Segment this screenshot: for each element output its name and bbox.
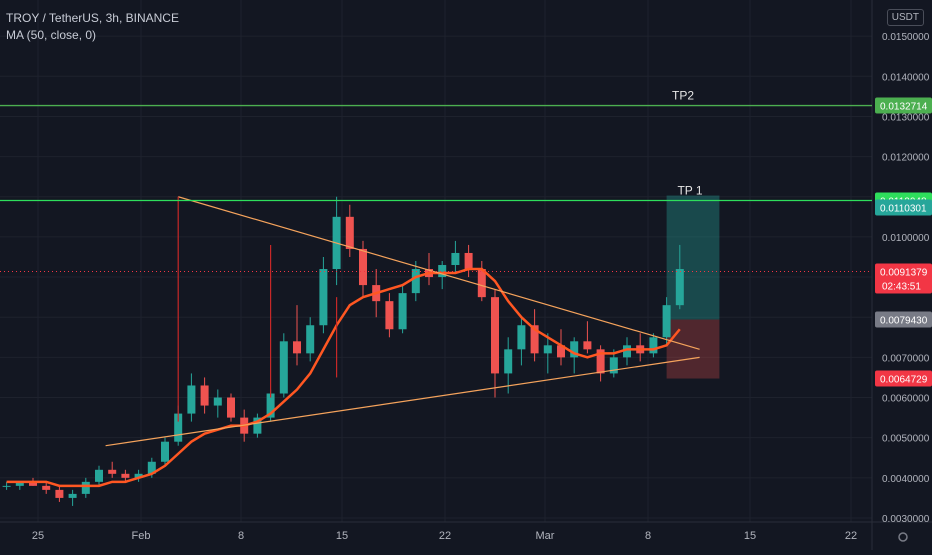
indicator-label: MA (50, close, 0) [6,28,97,42]
price-badge[interactable] [875,199,932,216]
time-tick-label: 8 [645,530,651,542]
long-position-target-zone[interactable] [666,195,720,320]
price-tick-label: 0.0120000 [882,153,930,164]
long-position-stop-zone[interactable] [666,319,720,379]
candle-body[interactable] [359,248,367,286]
candle-body[interactable] [306,325,315,354]
candle-body[interactable] [2,485,11,487]
candle-body[interactable] [477,269,486,298]
price-tick-label: 0.0040000 [882,474,930,485]
price-badge[interactable] [875,97,932,114]
candle-body[interactable] [649,337,658,354]
price-tick-label: 0.0070000 [882,353,930,364]
candle-body[interactable] [95,469,103,482]
price-badge-text: 0.0132714 [880,102,928,113]
candle-body[interactable] [438,265,447,278]
price-tick-label: 0.0140000 [882,72,930,83]
candle-body[interactable] [398,293,407,330]
candle-body[interactable] [213,397,222,406]
price-badge[interactable] [875,311,932,328]
time-tick-label: 8 [238,530,244,542]
candle-body[interactable] [68,493,77,498]
candle-body[interactable] [504,349,513,374]
candle-body[interactable] [464,252,473,270]
symbol-label: TROY / TetherUS, 3h, BINANCE [6,11,179,25]
candle-body[interactable] [570,341,579,358]
time-tick-label: 22 [845,530,857,542]
lower-trendline[interactable] [105,356,700,447]
candle-body[interactable] [279,341,288,394]
candle-body[interactable] [557,345,565,358]
candle-body[interactable] [15,481,24,486]
candle-body[interactable] [134,473,143,478]
candle-body[interactable] [543,345,552,354]
candle-body[interactable] [583,341,592,350]
currency-badge[interactable]: USDT [886,9,924,26]
price-tick-label: 0.0030000 [882,514,930,525]
settings-gear-icon[interactable] [898,532,908,542]
price-tick-label: 0.0100000 [882,233,930,244]
candle-body[interactable] [174,413,183,442]
time-tick-label: Feb [132,530,151,542]
chart-legend: TROY / TetherUS, 3h, BINANCE MA (50, clo… [6,10,179,44]
candle-body[interactable] [319,269,328,326]
candle-body[interactable] [266,393,275,418]
price-badge-text: 0.0091379 [880,268,928,279]
candle-body[interactable] [293,341,301,354]
price-badge-text: 0.0064729 [880,375,928,386]
candle-body[interactable] [200,385,209,406]
price-badge-text: 0.0110301 [880,204,927,215]
price-tick-label: 0.0130000 [882,112,930,123]
time-tick-label: 25 [32,530,44,542]
time-tick-label: 15 [744,530,756,542]
tp2-label: TP2 [672,89,694,103]
time-tick-label: Mar [536,530,555,542]
candle-body[interactable] [345,216,354,249]
candle-body[interactable] [253,417,262,434]
candle-body[interactable] [596,349,605,374]
upper-trendline[interactable] [178,196,700,350]
price-badge-text: 0.0079430 [880,316,928,327]
candle-body[interactable] [385,301,394,330]
candle-body[interactable] [530,325,539,354]
ma-line[interactable] [6,267,681,488]
price-badge[interactable] [875,263,932,294]
candle-body[interactable] [517,325,526,350]
candle-body[interactable] [675,269,684,306]
candle-body[interactable] [55,489,64,498]
price-tick-label: 0.0050000 [882,434,930,445]
candle-body[interactable] [29,481,37,486]
time-tick-label: 15 [336,530,348,542]
candle-body[interactable] [161,441,169,462]
tp1-label: TP 1 [677,184,702,198]
price-badge[interactable] [875,370,932,387]
candle-body[interactable] [411,269,420,294]
candle-body[interactable] [81,481,90,494]
candle-body[interactable] [187,385,196,414]
candle-body[interactable] [623,345,631,358]
candle-body[interactable] [108,469,117,474]
candle-body[interactable] [121,473,130,478]
candle-body[interactable] [491,297,499,374]
candle-body[interactable] [451,252,460,266]
price-tick-label: 0.0060000 [882,394,930,405]
candle-body[interactable] [609,357,618,374]
candle-body[interactable] [662,305,671,338]
price-tick-label: 0.0150000 [882,32,930,43]
time-tick-label: 22 [439,530,451,542]
candle-body[interactable] [42,485,51,490]
candle-body[interactable] [227,397,235,418]
countdown-text: 02:43:51 [882,282,921,293]
candle-body[interactable] [147,461,156,474]
